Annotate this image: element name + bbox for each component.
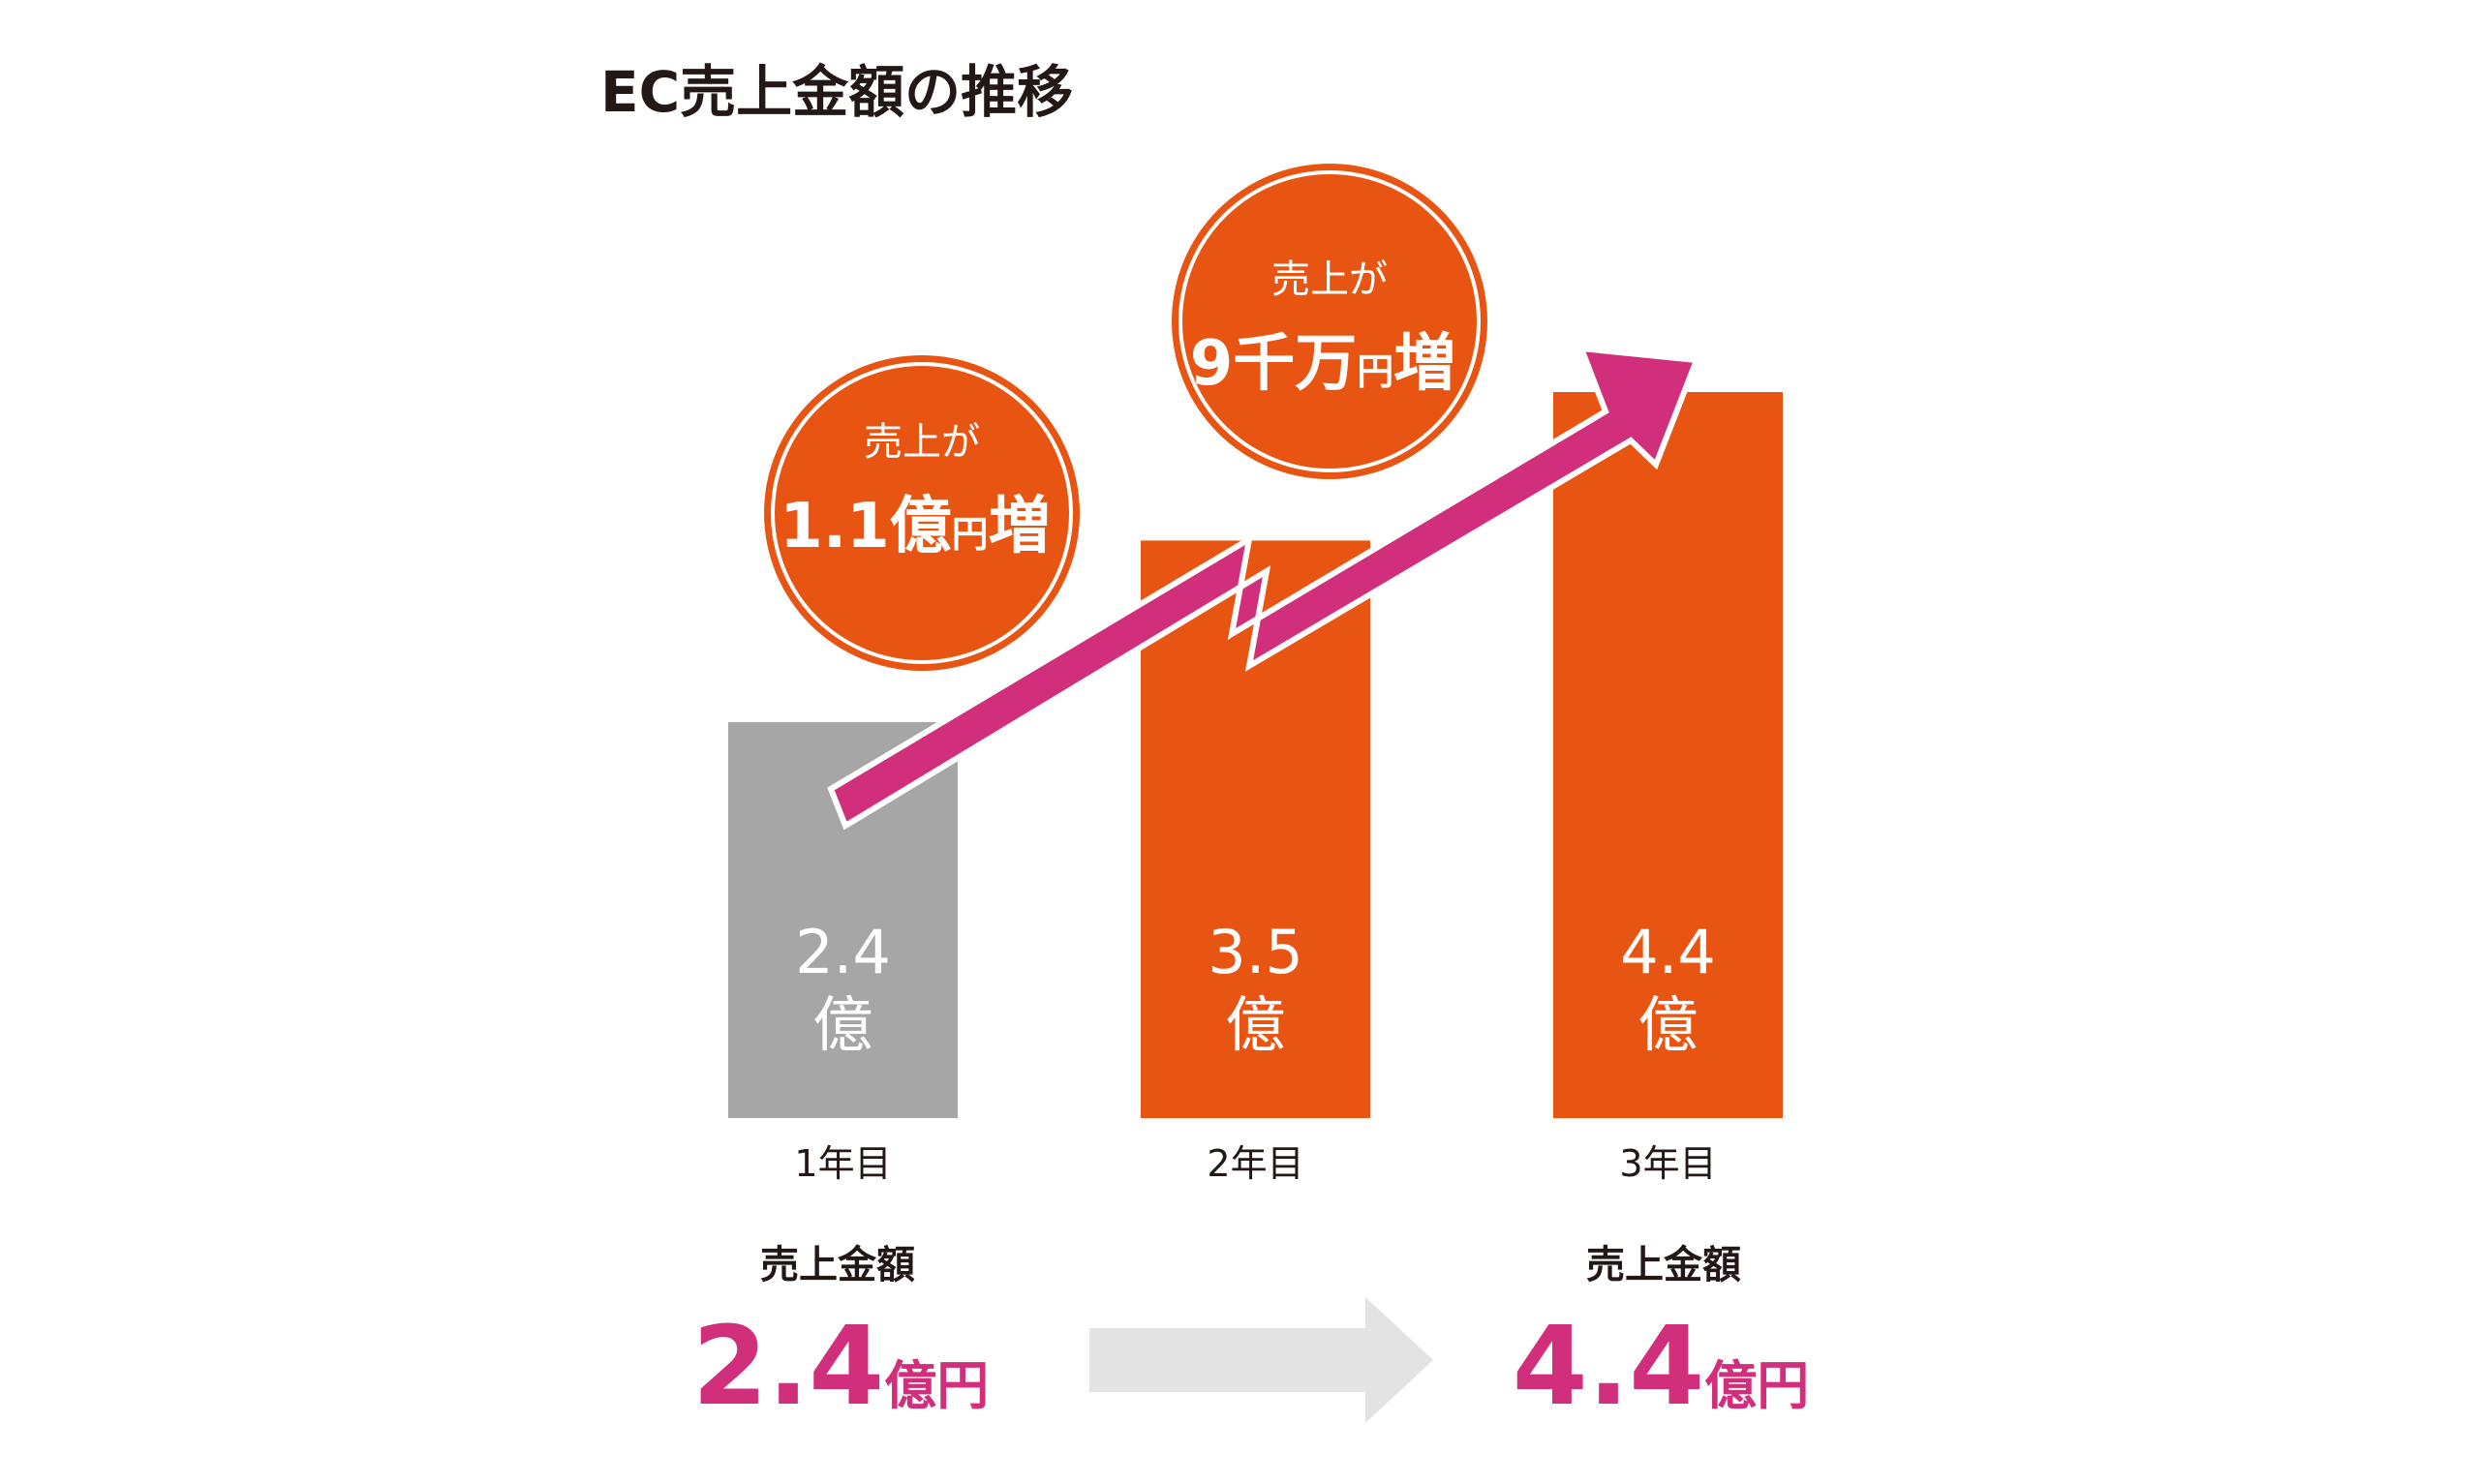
annotation-1-suffix: 増 <box>989 491 1051 562</box>
bars-group <box>728 392 1783 1118</box>
annotation-1-unit: 円 <box>952 513 989 556</box>
annotation-circle-1-ring <box>771 362 1073 664</box>
annotation-2-amount: 9千万 <box>1190 328 1358 400</box>
chart-title: EC売上金額の推移 <box>600 59 1073 125</box>
bar-value-label-2: 3.5 <box>1208 917 1303 987</box>
summary-right-unit: 億円 <box>1704 1355 1809 1416</box>
annotation-circle-2-shape <box>1172 164 1487 479</box>
category-label-2: 2年目 <box>1207 1142 1303 1185</box>
annotation-2-line1: 売上が <box>1271 257 1388 302</box>
annotation-2-unit: 円 <box>1357 350 1393 393</box>
annotation-2-suffix: 増 <box>1393 328 1455 400</box>
bar-unit-label-2: 億 <box>1225 989 1285 1060</box>
bar-year-3 <box>1553 392 1783 1118</box>
category-label-1: 1年目 <box>794 1142 891 1185</box>
svg-text:9千万円増: 9千万円増 <box>1190 328 1456 400</box>
svg-text:1.1億円増: 1.1億円増 <box>780 491 1050 562</box>
summary-right-value: 4.4 <box>1513 1304 1704 1430</box>
summary-left-label: 売上金額 <box>760 1243 915 1287</box>
annotation-1-line1: 売上が <box>864 420 980 465</box>
annotation-circle-1: 売上が 1.1億円増 <box>764 355 1080 671</box>
summary-left-value: 2.4 <box>692 1304 884 1430</box>
bar-value-label-3: 4.4 <box>1620 917 1716 987</box>
annotation-circle-2-ring <box>1178 170 1481 472</box>
annotation-1-amount: 1.1億 <box>780 491 951 562</box>
trend-arrow <box>827 345 1701 831</box>
summary-right-label: 売上金額 <box>1586 1243 1741 1287</box>
annotation-circle-1-shape <box>764 355 1080 671</box>
annotation-circle-2: 売上が 9千万円増 <box>1172 164 1487 479</box>
summary-arrow <box>1089 1297 1433 1423</box>
summary-left-unit: 億円 <box>884 1355 989 1416</box>
svg-text:2.4億円: 2.4億円 <box>692 1304 989 1430</box>
bar-value-label-1: 2.4 <box>795 917 891 987</box>
bar-unit-label-1: 億 <box>812 989 872 1060</box>
bar-unit-label-3: 億 <box>1637 989 1698 1060</box>
svg-text:4.4億円: 4.4億円 <box>1513 1304 1809 1430</box>
category-label-3: 3年目 <box>1619 1142 1716 1185</box>
